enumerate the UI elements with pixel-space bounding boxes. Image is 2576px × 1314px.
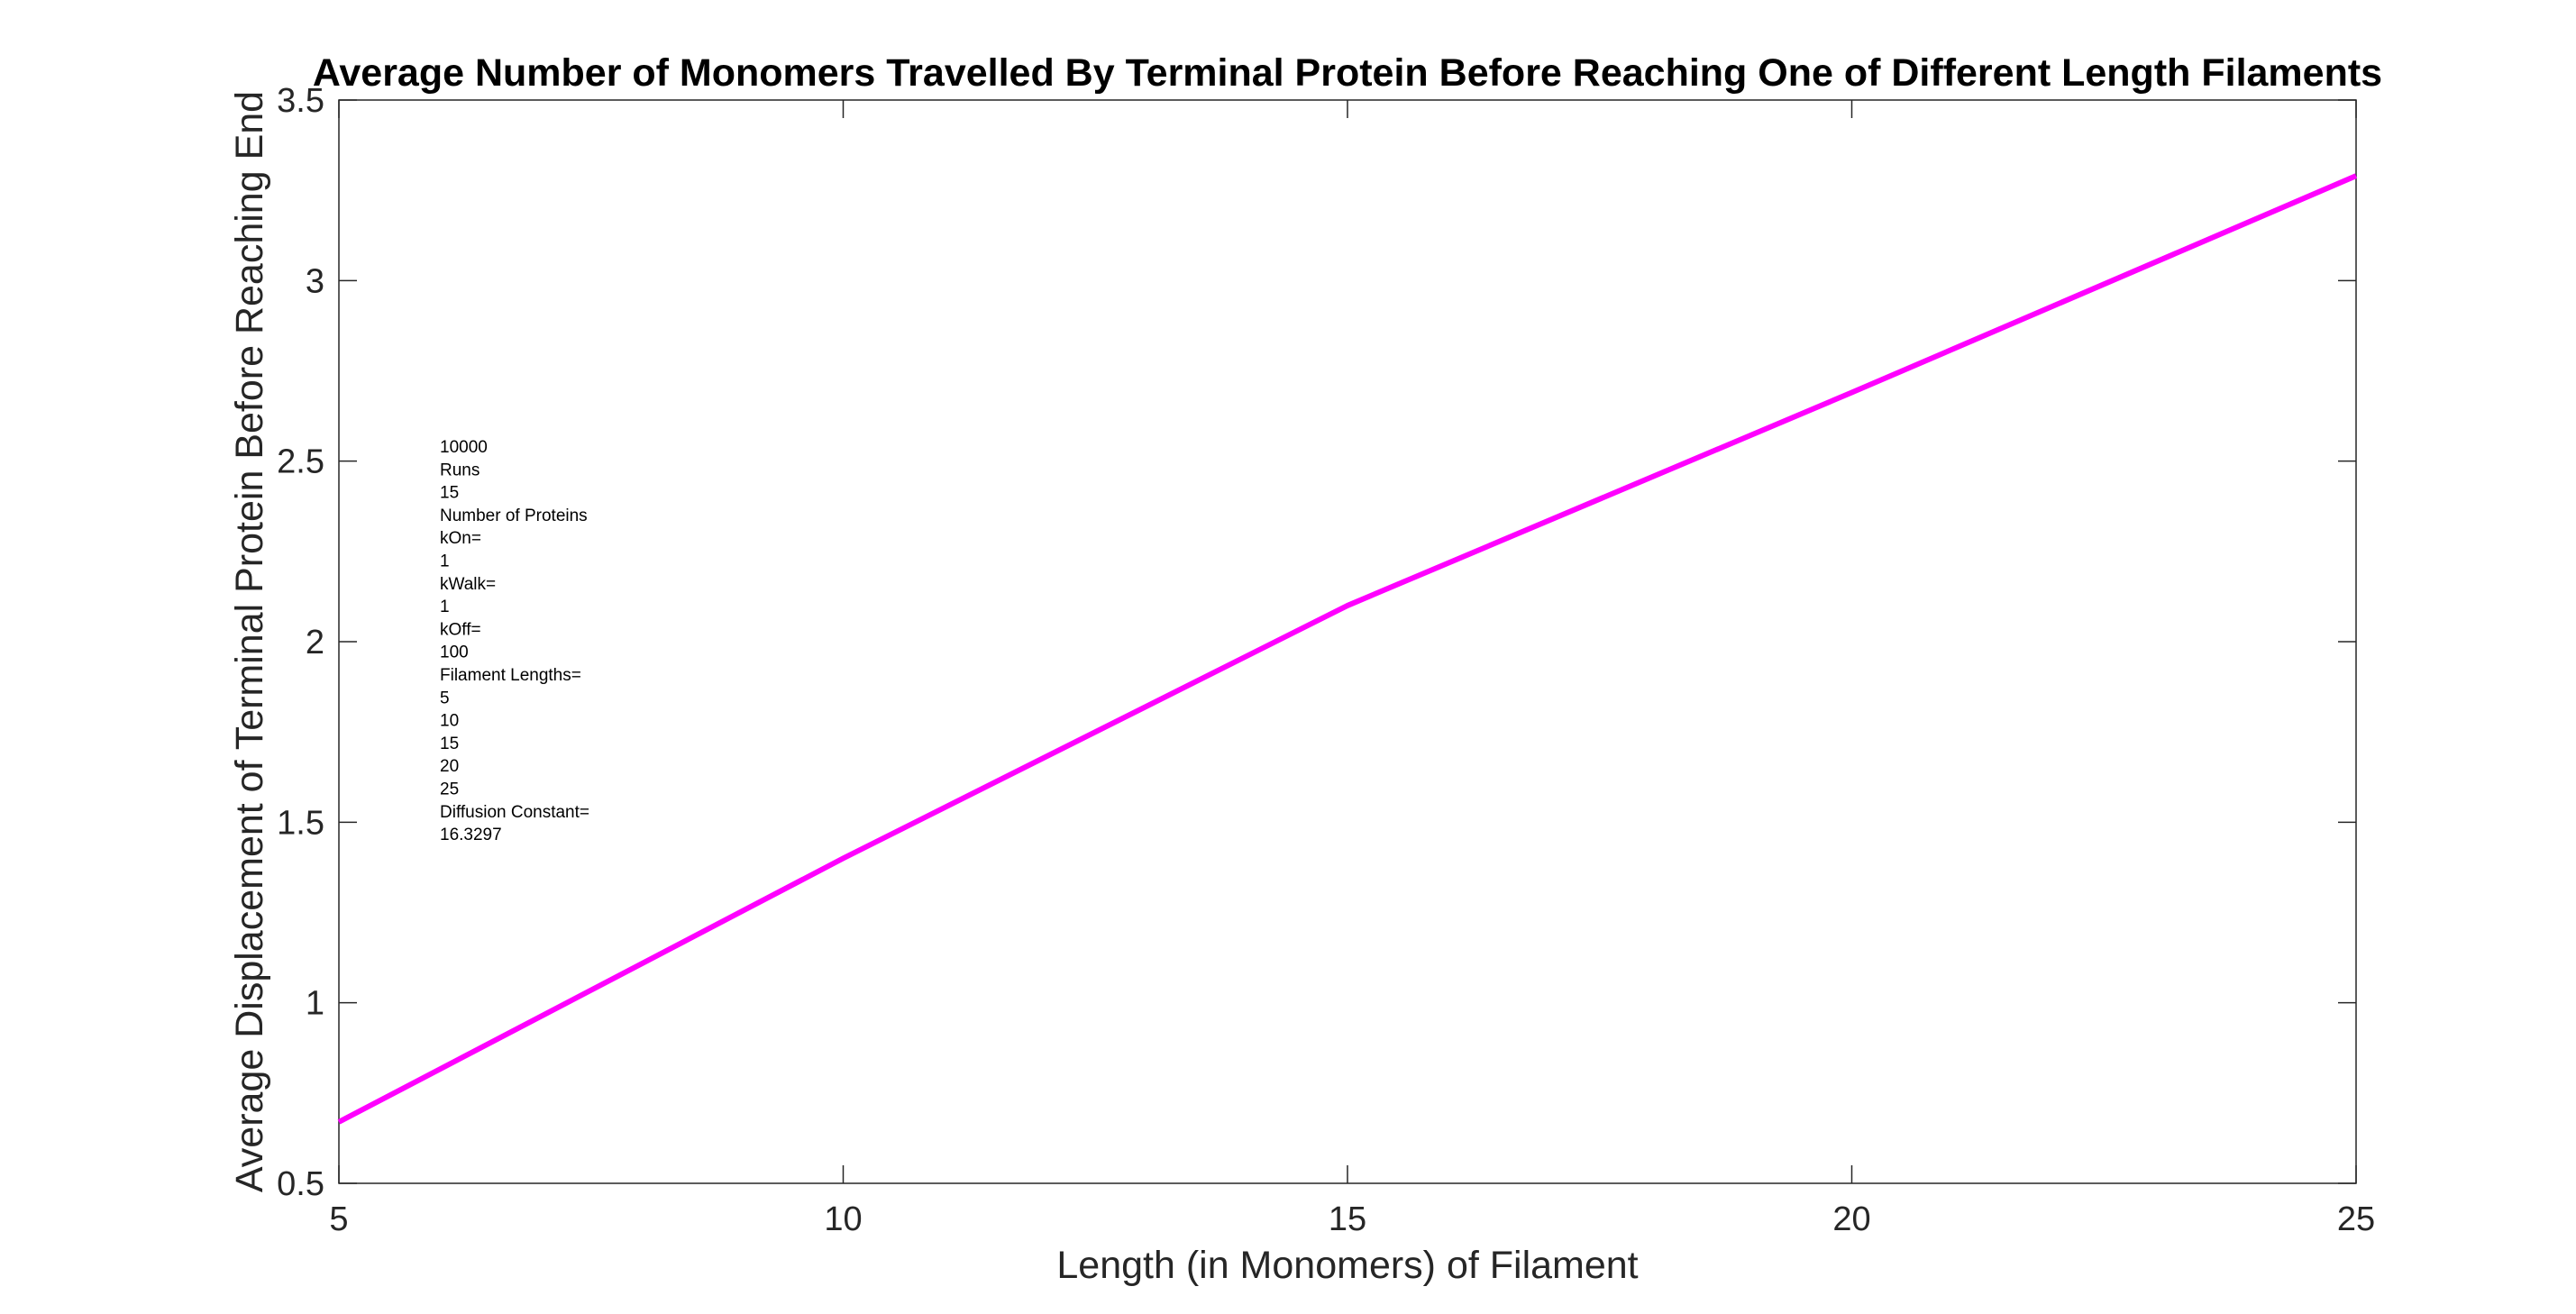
y-tick-label: 2.5: [277, 443, 324, 481]
annotation-line: Runs: [440, 461, 480, 479]
y-tick-label: 3.5: [277, 82, 324, 120]
annotation-line: 10000: [440, 438, 488, 457]
x-tick-label: 10: [824, 1200, 862, 1238]
x-tick-label: 20: [1832, 1200, 1870, 1238]
annotation-line: Number of Proteins: [440, 506, 588, 525]
annotation-line: 16.3297: [440, 826, 502, 844]
chart-title: Average Number of Monomers Travelled By …: [313, 51, 2382, 95]
y-tick-label: 1.5: [277, 804, 324, 842]
annotation-line: 1: [440, 552, 450, 571]
y-axis-tick-labels: 0.5 1 1.5 2 2.5 3 3.5: [277, 82, 324, 1203]
x-axis-label: Length (in Monomers) of Filament: [1056, 1244, 1638, 1287]
y-tick-label: 1: [306, 985, 324, 1023]
annotation-line: kWalk=: [440, 575, 496, 594]
x-tick-label: 25: [2337, 1200, 2375, 1238]
annotation-line: 20: [440, 757, 459, 776]
x-axis-tick-labels: 5 10 15 20 25: [329, 1200, 2375, 1238]
axes-box: [338, 99, 2357, 1184]
x-axis-ticks: [338, 100, 2357, 1183]
annotation-line: Diffusion Constant=: [440, 803, 589, 822]
y-axis-ticks: [339, 99, 2356, 1184]
annotation-line: kOff=: [440, 620, 481, 639]
annotation-line: 15: [440, 484, 459, 503]
y-axis-label: Average Displacement of Terminal Protein…: [228, 91, 271, 1192]
x-tick-label: 5: [329, 1200, 348, 1238]
annotation-line: Filament Lengths=: [440, 666, 581, 685]
y-tick-label: 2: [306, 624, 324, 662]
plot-area: [338, 99, 2357, 1184]
y-tick-label: 0.5: [277, 1165, 324, 1203]
annotation-line: kOn=: [440, 529, 481, 548]
y-tick-label: 3: [306, 262, 324, 300]
series-line: [337, 173, 2358, 1125]
annotation-line: 5: [440, 689, 450, 707]
annotation-line: 100: [440, 643, 469, 662]
series-layer: [337, 173, 2358, 1125]
annotation-line: 15: [440, 735, 459, 753]
x-tick-label: 15: [1329, 1200, 1366, 1238]
annotation-line: 1: [440, 598, 450, 616]
annotation-line: 25: [440, 780, 459, 799]
annotation-line: 10: [440, 712, 459, 731]
